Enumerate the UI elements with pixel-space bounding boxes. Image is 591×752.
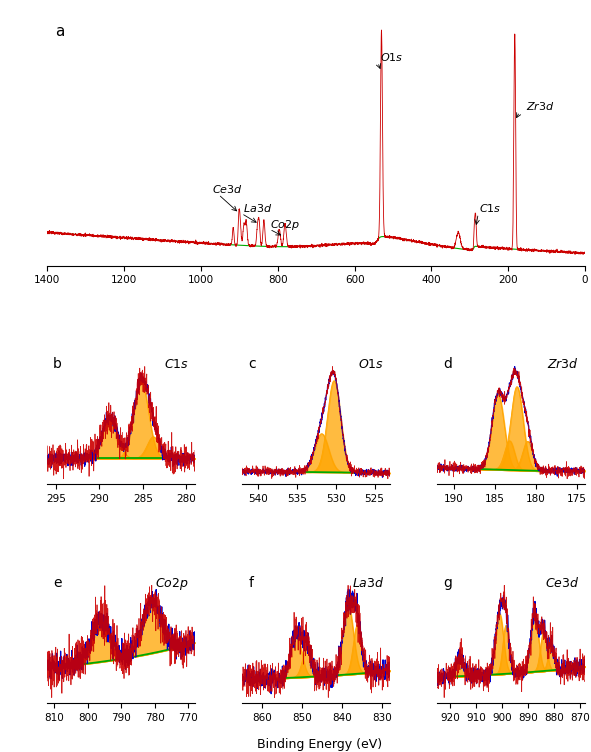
Text: $\it{La}$$\it{3d}$: $\it{La}$$\it{3d}$: [352, 576, 384, 590]
Text: a: a: [56, 24, 65, 39]
Text: g: g: [443, 576, 452, 590]
Text: $\it{O}$$\it{1s}$: $\it{O}$$\it{1s}$: [358, 359, 384, 371]
Text: f: f: [248, 576, 253, 590]
Text: $O1s$: $O1s$: [379, 51, 403, 63]
Text: $\it{C}$$\it{1s}$: $\it{C}$$\it{1s}$: [164, 359, 189, 371]
Text: $Zr3d$: $Zr3d$: [525, 100, 554, 112]
Text: $C1s$: $C1s$: [479, 202, 502, 214]
Text: d: d: [443, 357, 452, 371]
Text: Binding Energy (eV): Binding Energy (eV): [256, 738, 382, 751]
Text: $Ce3d$: $Ce3d$: [213, 183, 243, 196]
Text: $Co2p$: $Co2p$: [270, 218, 300, 232]
Text: b: b: [53, 357, 62, 371]
Text: $La3d$: $La3d$: [243, 202, 272, 214]
Text: $\it{Zr}$$\it{3d}$: $\it{Zr}$$\it{3d}$: [547, 357, 579, 371]
Text: $\it{Co}$$\it{2p}$: $\it{Co}$$\it{2p}$: [155, 576, 189, 592]
Text: c: c: [248, 357, 256, 371]
Text: e: e: [53, 576, 61, 590]
Text: $\it{Ce}$$\it{3d}$: $\it{Ce}$$\it{3d}$: [545, 576, 579, 590]
